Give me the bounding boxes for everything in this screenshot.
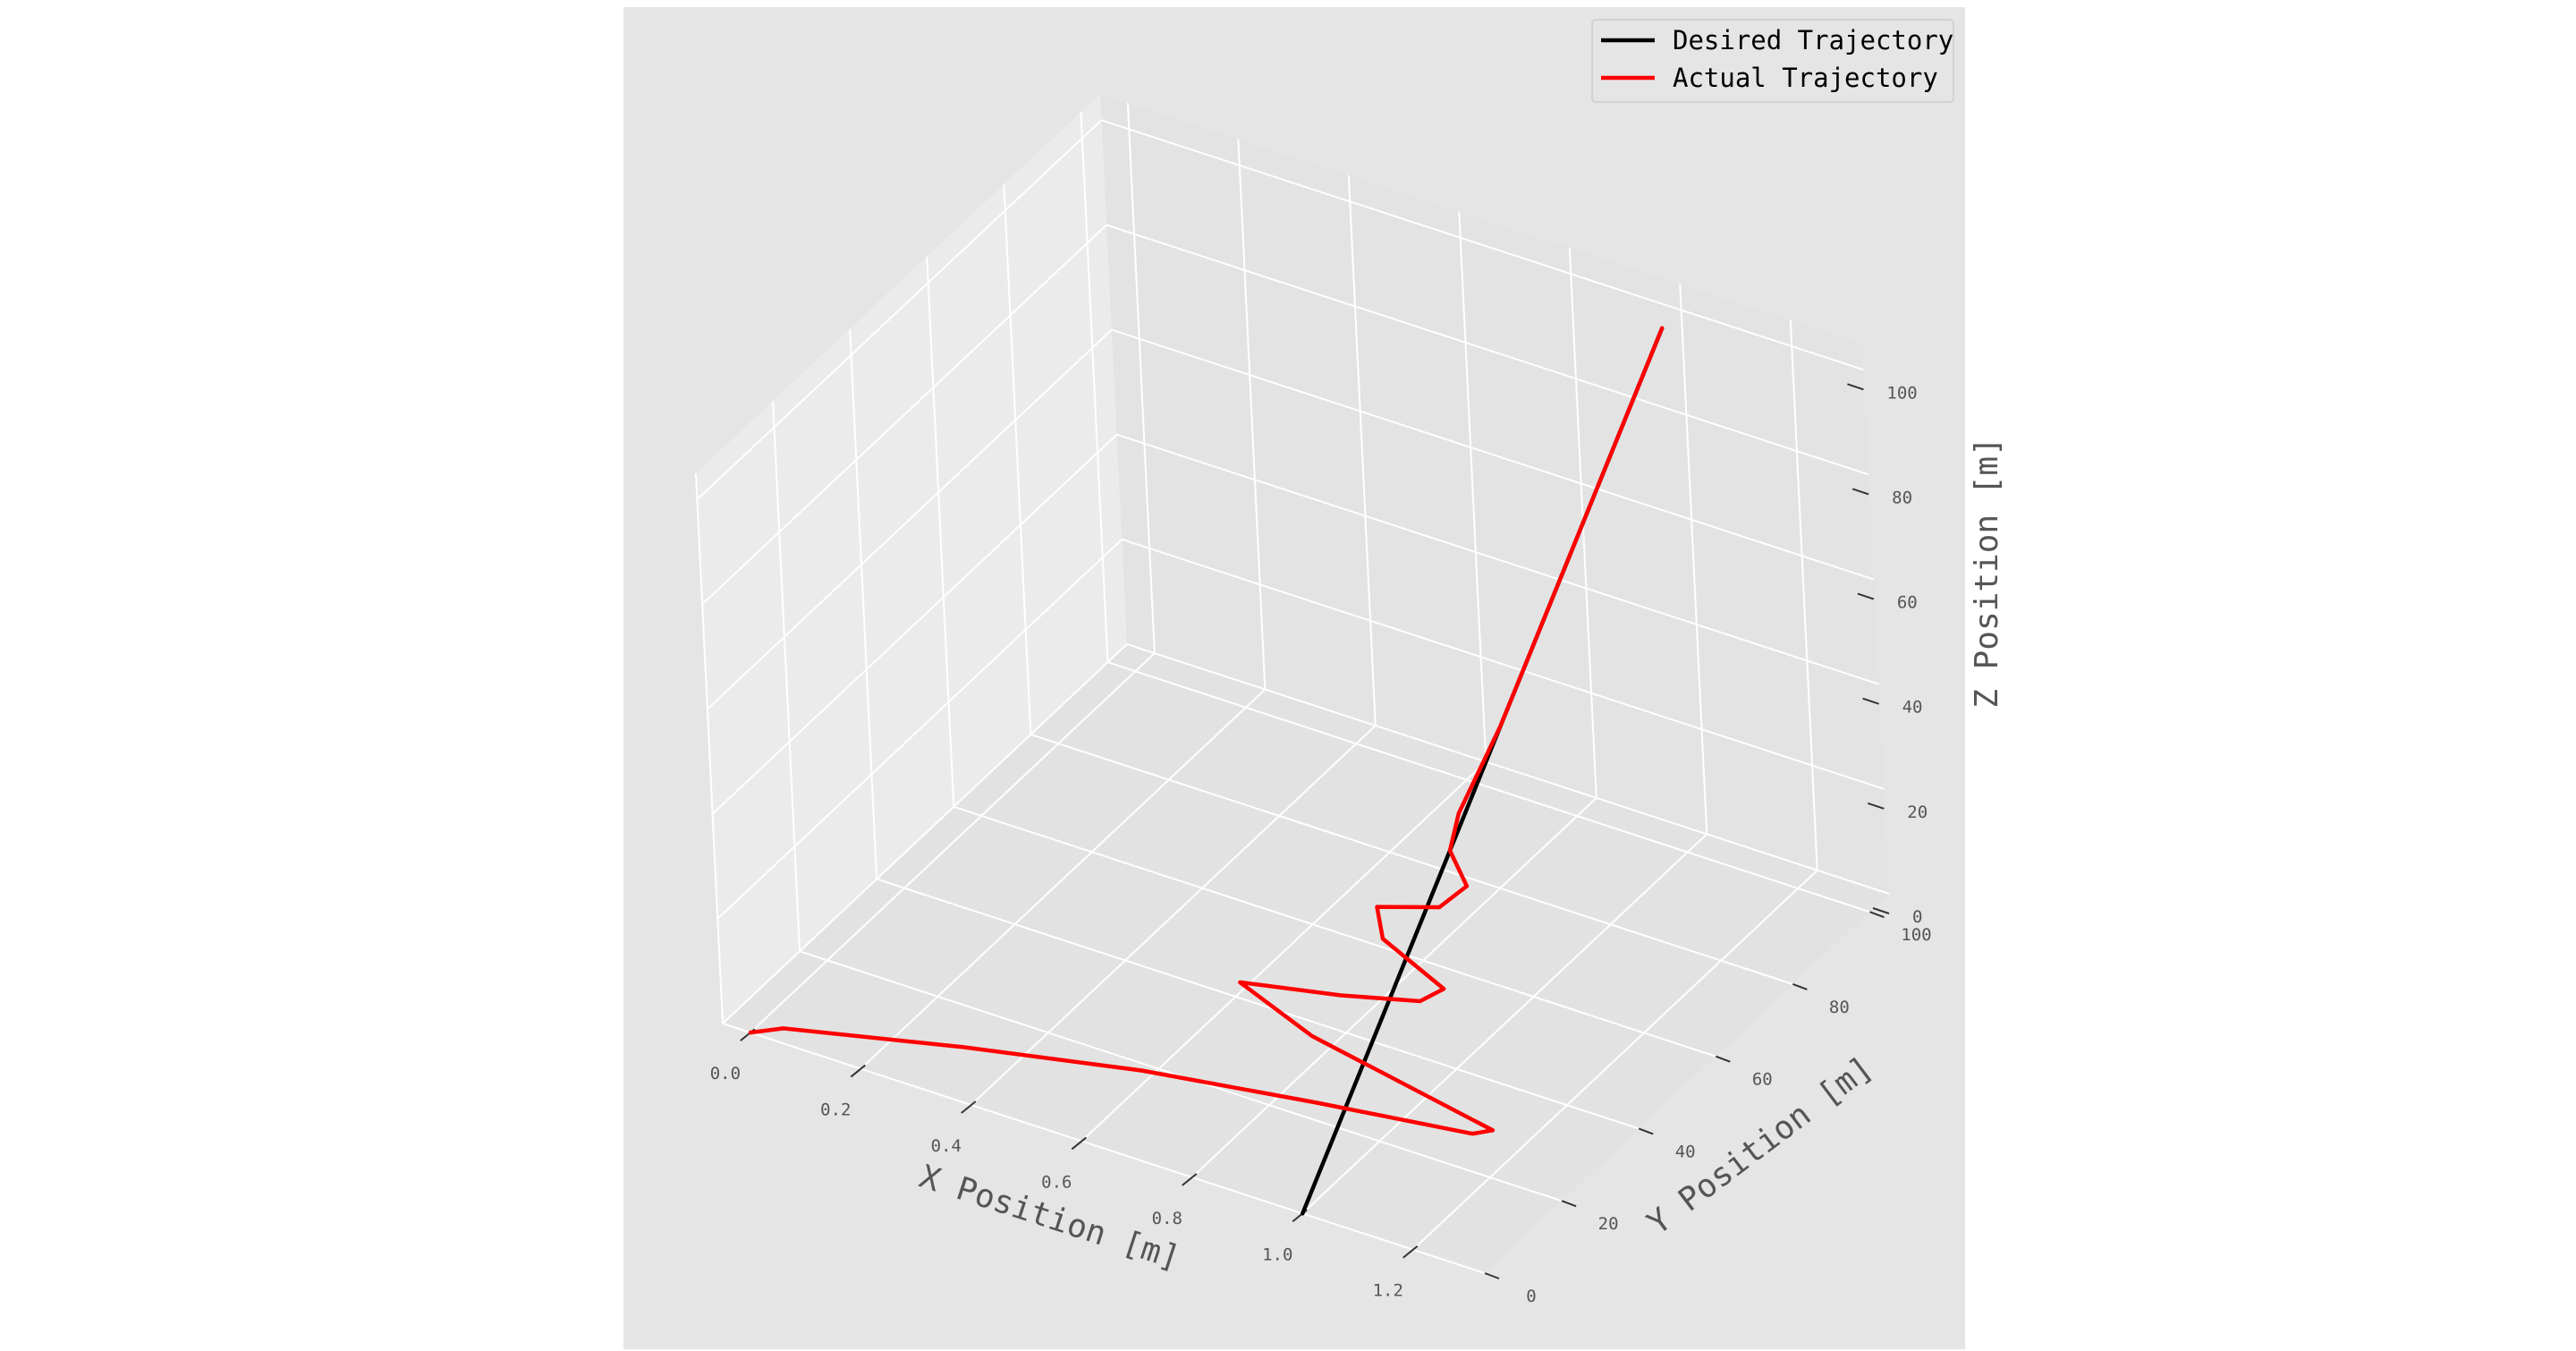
gridline-z-back	[1111, 328, 1875, 581]
legend: Desired Trajectory Actual Trajectory	[1591, 19, 1954, 103]
z-tick-mark	[1857, 592, 1875, 600]
y-tick-label: 80	[1829, 998, 1850, 1017]
gridline-y-side	[849, 328, 878, 879]
z-tick-label: 20	[1907, 803, 1928, 822]
x-tick-label: 1.2	[1373, 1281, 1403, 1301]
gridline-y-side	[1080, 112, 1109, 663]
z-tick-mark	[1872, 907, 1890, 914]
x-tick-mark	[1182, 1173, 1198, 1186]
series-line-actual	[748, 326, 1665, 1136]
legend-label-desired: Desired Trajectory	[1673, 25, 1953, 55]
z-tick-label: 60	[1897, 593, 1918, 613]
z-tick-mark	[1852, 488, 1869, 496]
gridline-x-back	[1126, 103, 1156, 654]
gridline-x-back	[1237, 139, 1267, 690]
gridline-y-floor	[1030, 734, 1793, 985]
y-tick-mark	[1792, 983, 1808, 990]
gridline-y-floor	[722, 1023, 1486, 1274]
gridline-y-floor	[953, 805, 1716, 1058]
z-tick-mark	[1867, 802, 1885, 810]
legend-label-actual: Actual Trajectory	[1673, 63, 1938, 93]
gridline-z-side	[701, 224, 1107, 606]
y-tick-label: 60	[1752, 1070, 1773, 1090]
gridline-y-side	[926, 256, 955, 807]
gridline-x-floor	[1412, 869, 1818, 1251]
gridline-x-floor	[970, 725, 1377, 1106]
y-tick-label: 0	[1526, 1287, 1536, 1306]
gridline-z-side	[711, 433, 1118, 815]
gridline-z-side	[696, 119, 1103, 501]
gridline-z-back	[1121, 538, 1885, 790]
y-tick-label: 40	[1675, 1142, 1696, 1161]
series-lines	[748, 326, 1665, 1216]
y-tick-mark	[1484, 1272, 1500, 1279]
gridline-x-back	[1347, 174, 1377, 726]
x-tick-mark	[850, 1064, 866, 1078]
x-tick-label: 0.6	[1041, 1172, 1072, 1192]
gridline-z-back	[1116, 433, 1879, 685]
gridline-x-back	[1789, 319, 1818, 871]
gridline-x-floor	[1080, 760, 1487, 1143]
gridline-z-side	[716, 539, 1123, 920]
y-tick-mark	[1638, 1127, 1654, 1135]
y-tick-label: 20	[1598, 1214, 1619, 1234]
gridline-y-floor	[876, 878, 1640, 1130]
gridline-x-floor	[750, 652, 1156, 1033]
x-tick-label: 0.4	[931, 1136, 962, 1156]
gridline-y-floor	[1107, 661, 1870, 913]
gridline-x-floor	[1301, 833, 1707, 1215]
grid-lines	[695, 103, 1890, 1274]
legend-box	[1591, 19, 1954, 103]
gridline-z-side	[707, 328, 1113, 710]
z-tick-label: 0	[1912, 907, 1922, 927]
tick-labels: 0.00.20.40.60.81.01.2 0204060801000204060…	[710, 383, 1932, 1306]
gridline-x-back	[1679, 284, 1708, 835]
x-tick-mark	[1071, 1136, 1087, 1151]
gridline-x-back	[1458, 211, 1487, 762]
gridline-z-back	[1106, 224, 1869, 476]
x-tick-label: 0.8	[1152, 1209, 1182, 1228]
x-tick-mark	[1402, 1245, 1419, 1259]
x-tick-label: 0.0	[710, 1064, 741, 1083]
z-tick-label: 80	[1892, 488, 1912, 507]
y-tick-mark	[1715, 1055, 1731, 1063]
gridline-z-back	[1126, 643, 1890, 895]
gridline-z-side	[722, 643, 1128, 1024]
z-tick-mark	[1847, 383, 1864, 391]
z-tick-mark	[1862, 697, 1879, 705]
x-tick-label: 1.0	[1262, 1245, 1292, 1264]
gridline-y-side	[772, 401, 801, 952]
x-tick-label: 0.2	[820, 1100, 851, 1120]
z-axis-label: Z Position [m]	[1969, 437, 2005, 708]
back-pane	[1100, 94, 1889, 894]
gridline-x-floor	[860, 688, 1267, 1070]
gridline-y-side	[695, 472, 724, 1024]
z-tick-label: 100	[1886, 383, 1917, 403]
x-tick-mark	[961, 1100, 977, 1114]
gridline-y-side	[1003, 183, 1032, 735]
z-tick-label: 40	[1902, 698, 1923, 718]
y-tick-mark	[1561, 1200, 1577, 1208]
gridline-z-back	[1101, 119, 1864, 371]
axis-lines	[740, 383, 1890, 1279]
side-pane	[696, 94, 1127, 1024]
y-tick-mark	[1869, 911, 1885, 919]
y-tick-label: 100	[1901, 925, 1931, 945]
